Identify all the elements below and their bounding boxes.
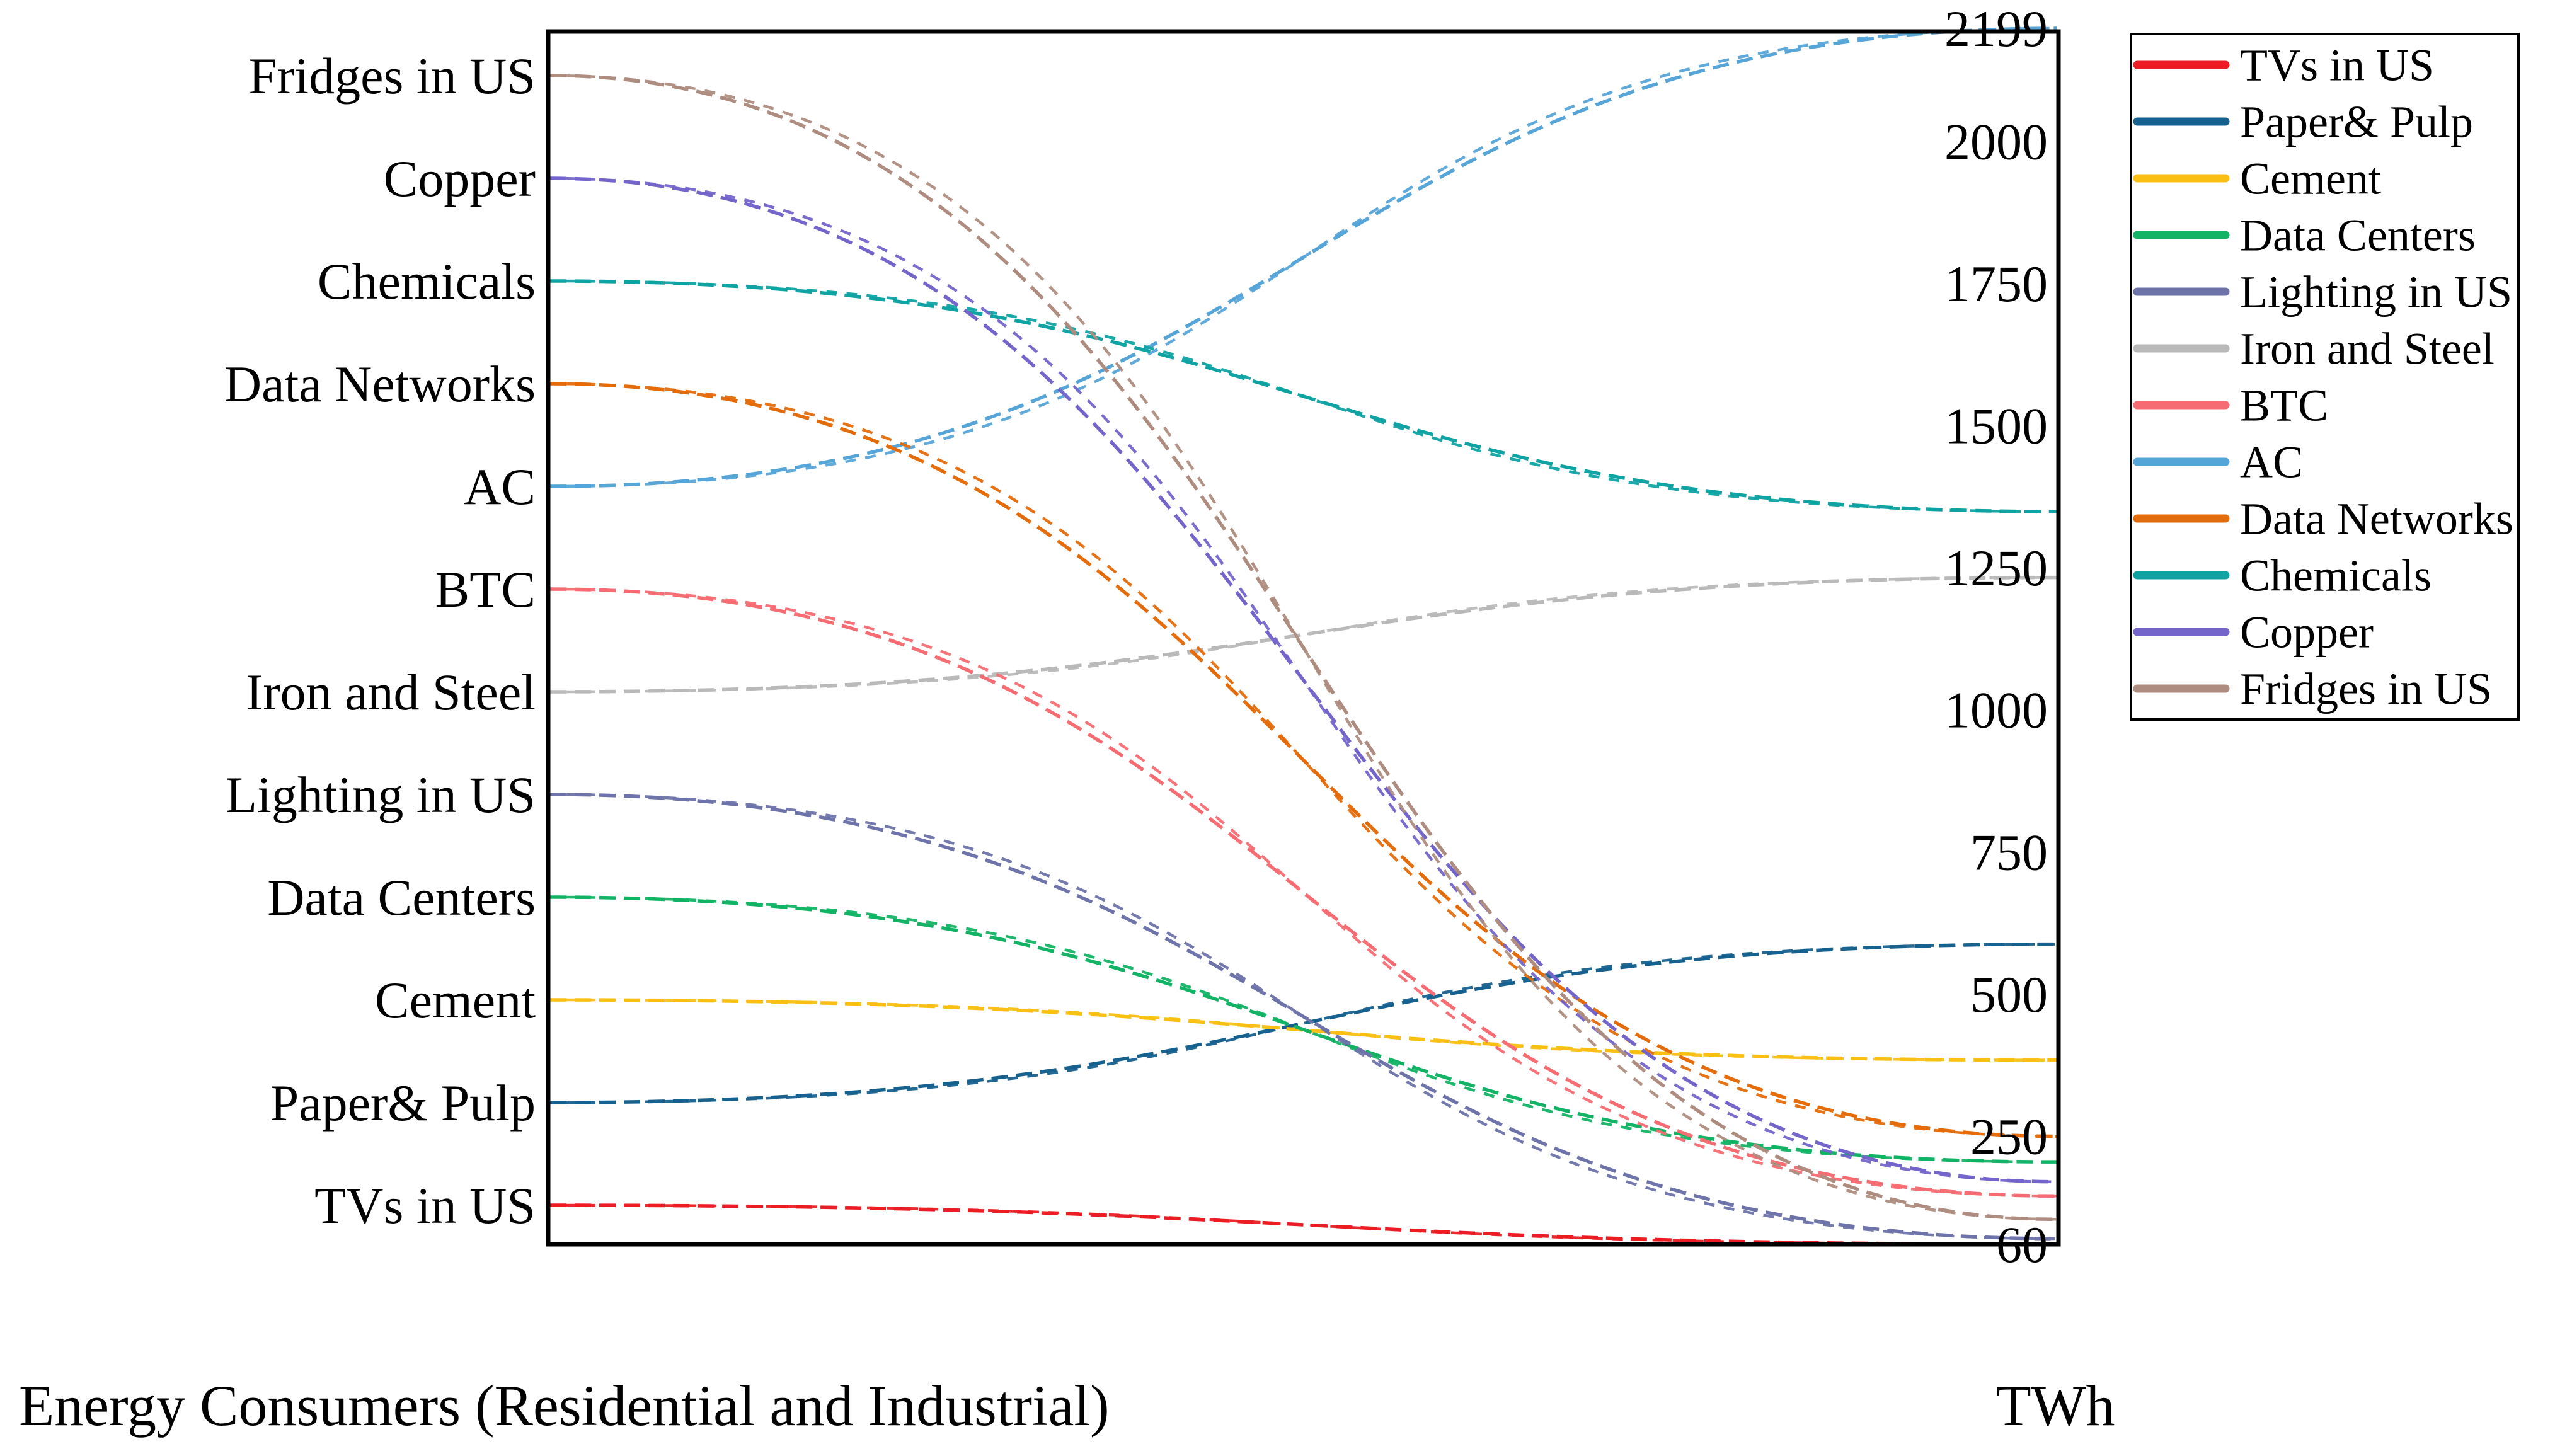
legend-label-btc: BTC	[2240, 380, 2328, 430]
series-line-echo-paper-pulp	[549, 943, 2057, 1104]
legend-label-chemicals: Chemicals	[2240, 550, 2432, 600]
legend-label-copper: Copper	[2240, 607, 2374, 657]
series-line-echo-lighting-in-us	[549, 793, 2057, 1241]
left-category-label-lighting-in-us: Lighting in US	[226, 766, 536, 823]
left-category-label-fridges-in-us: Fridges in US	[248, 47, 536, 105]
right-tick-label-1250: 1250	[1944, 539, 2048, 597]
legend-label-data-networks: Data Networks	[2240, 493, 2513, 544]
series-line-data-networks	[549, 382, 2057, 1138]
legend-label-tvs-in-us: TVs in US	[2240, 40, 2434, 90]
right-tick-label-500: 500	[1970, 966, 2048, 1023]
legend-label-cement: Cement	[2240, 153, 2381, 203]
series-line-paper-pulp	[549, 942, 2057, 1104]
left-category-label-ac: AC	[464, 458, 536, 515]
series-line-echo-tvs-in-us	[549, 1203, 2057, 1246]
legend-label-lighting-in-us: Lighting in US	[2240, 267, 2512, 317]
left-category-label-paper-pulp: Paper& Pulp	[270, 1074, 536, 1132]
right-tick-label-60: 60	[1996, 1216, 2048, 1273]
legend-label-fridges-in-us: Fridges in US	[2240, 663, 2492, 714]
left-category-label-tvs-in-us: TVs in US	[314, 1177, 536, 1234]
series-line-echo-ac	[549, 26, 2057, 488]
series-line-echo-data-centers	[549, 895, 2057, 1164]
right-tick-label-2000: 2000	[1944, 113, 2048, 170]
series-line-iron-and-steel	[549, 575, 2057, 694]
legend-label-paper-pulp: Paper& Pulp	[2240, 96, 2473, 147]
series-line-echo-cement	[549, 998, 2057, 1062]
right-tick-label-2199: 2199	[1944, 0, 2048, 57]
left-category-label-data-centers: Data Centers	[267, 869, 536, 926]
right-tick-label-250: 250	[1970, 1108, 2048, 1165]
right-tick-label-1000: 1000	[1944, 682, 2048, 739]
right-tick-label-1500: 1500	[1944, 398, 2048, 455]
left-category-label-chemicals: Chemicals	[318, 253, 536, 310]
series-line-btc	[549, 587, 2057, 1198]
right-tick-label-750: 750	[1970, 823, 2048, 881]
left-category-label-copper: Copper	[384, 150, 536, 207]
series-line-echo-chemicals	[549, 279, 2057, 513]
left-category-label-cement: Cement	[375, 972, 536, 1029]
legend-label-iron-and-steel: Iron and Steel	[2240, 323, 2495, 374]
series-line-echo-btc	[549, 587, 2057, 1198]
x-axis-label-right: TWh	[1995, 1373, 2115, 1438]
x-axis-label-left: Energy Consumers (Residential and Indust…	[19, 1373, 1110, 1438]
legend-label-data-centers: Data Centers	[2240, 210, 2476, 260]
series-line-echo-data-networks	[549, 382, 2057, 1138]
series-line-echo-iron-and-steel	[549, 576, 2057, 694]
left-category-label-btc: BTC	[435, 561, 536, 618]
right-tick-label-1750: 1750	[1944, 255, 2048, 312]
left-category-label-iron-and-steel: Iron and Steel	[246, 663, 536, 721]
series-line-fridges-in-us	[549, 74, 2057, 1222]
left-category-label-data-networks: Data Networks	[224, 355, 536, 413]
legend-box	[2130, 33, 2520, 721]
plot-layer: Fridges in US Copper Chemicals Data Network…	[224, 0, 2520, 1273]
plot-border	[546, 29, 2061, 1247]
series-line-copper	[549, 176, 2057, 1184]
series-line-lighting-in-us	[549, 793, 2057, 1241]
series-line-echo-copper	[549, 176, 2057, 1183]
legend-label-ac: AC	[2240, 437, 2303, 487]
